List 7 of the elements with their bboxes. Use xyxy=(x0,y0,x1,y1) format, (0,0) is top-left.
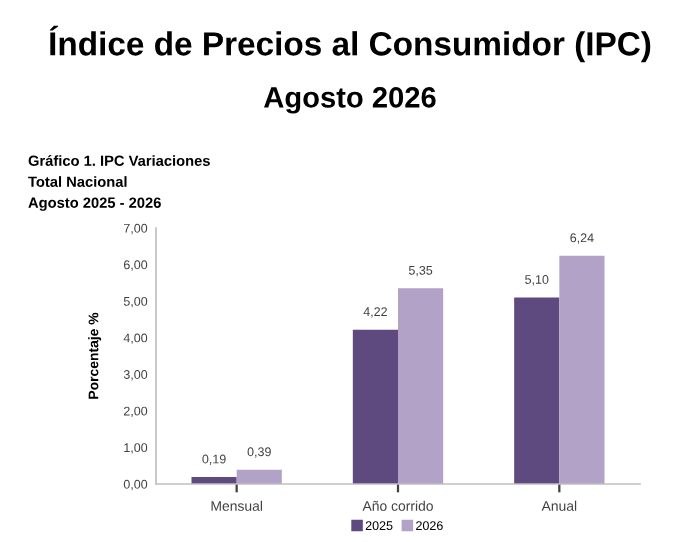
bar xyxy=(559,255,605,484)
chart-title: Índice de Precios al Consumidor (IPC) xyxy=(49,25,651,63)
bar xyxy=(352,329,398,484)
bar xyxy=(236,469,282,484)
bar xyxy=(398,288,444,484)
bar xyxy=(514,297,560,484)
chart-subtitle: Agosto 2026 xyxy=(264,87,436,114)
